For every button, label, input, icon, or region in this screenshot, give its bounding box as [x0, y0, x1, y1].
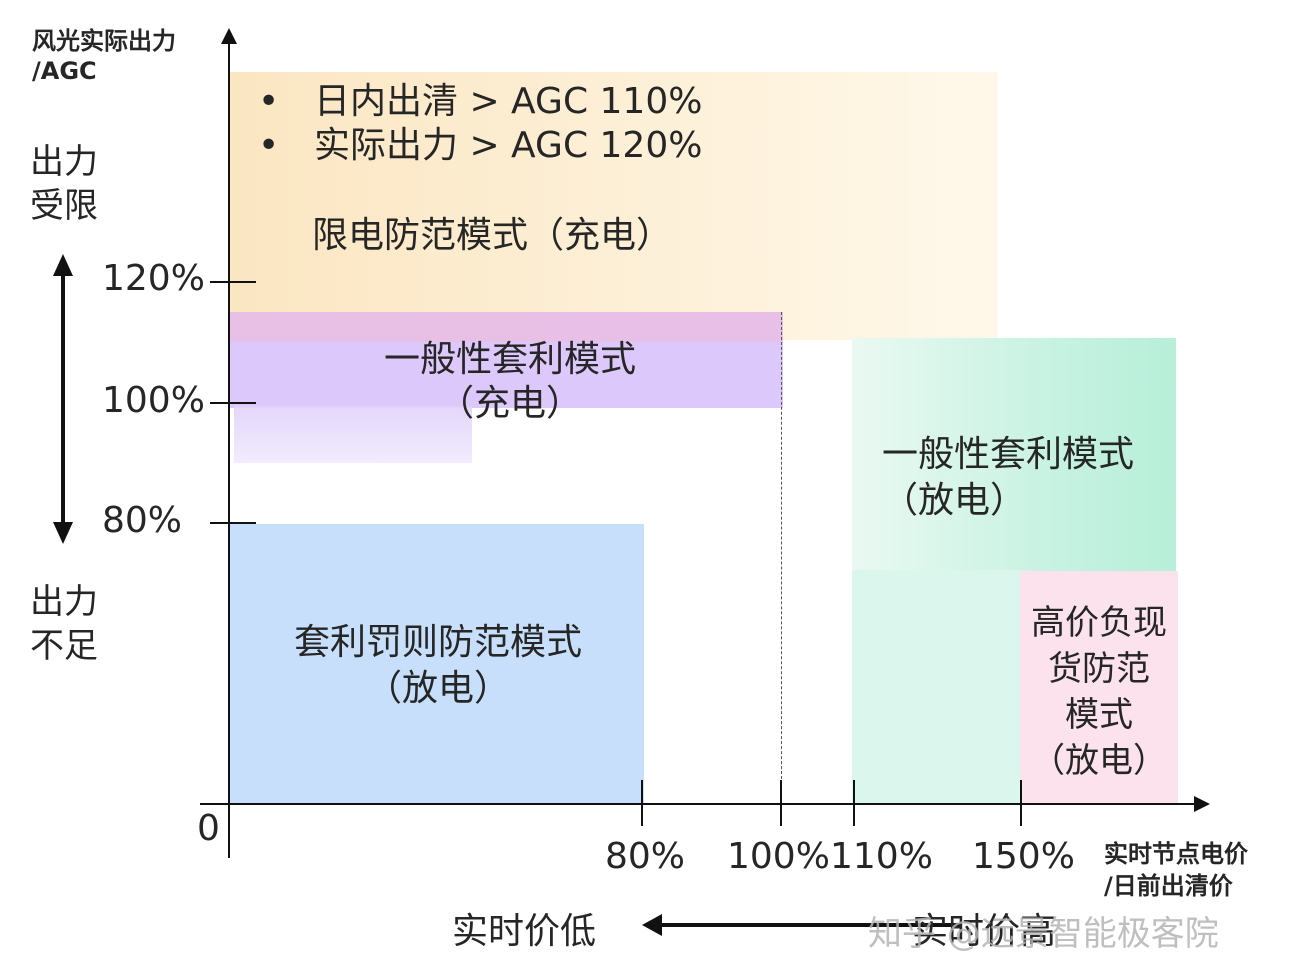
output-insufficient-line2: 不足 — [30, 626, 98, 666]
y-axis-title-line1: 风光实际出力 — [32, 27, 176, 55]
y-tick-label-80: 80% — [102, 500, 183, 541]
arrow-up-icon — [53, 254, 73, 276]
x-tick-110 — [853, 780, 855, 826]
origin-label: 0 — [197, 808, 220, 849]
limit-bullet-2: • 实际出力 > AGC 120% — [258, 125, 703, 166]
y-axis-line — [228, 40, 230, 858]
general-charge-fade — [234, 406, 472, 463]
limit-mode-name: 限电防范模式（充电） — [312, 215, 673, 256]
arbitrage-penalty-line1: 套利罚则防范模式 — [293, 622, 582, 663]
y-axis-title: 风光实际出力 /AGC — [32, 26, 176, 86]
x-tick-label-150: 150% — [972, 836, 1075, 877]
limit-prevention-region — [230, 72, 998, 340]
output-limited-line1: 出力 — [30, 142, 98, 182]
general-discharge-region — [852, 338, 1176, 571]
limit-bullets: • 日内出清 > AGC 110% • 实际出力 > AGC 120% — [258, 80, 702, 168]
double-arrow-shaft — [61, 270, 65, 528]
general-charge-overlap-band — [230, 312, 783, 342]
watermark: 知乎 @远景智能极客院 — [868, 914, 1219, 954]
output-limited-label: 出力 受限 — [30, 140, 98, 228]
limit-bullet-1-text: 日内出清 > AGC 110% — [314, 81, 703, 122]
high-price-line3: 模式 — [1065, 695, 1133, 735]
y-tick-label-100: 100% — [102, 380, 205, 421]
x-tick-label-110: 110% — [830, 836, 933, 877]
x-tick-150 — [1020, 780, 1022, 826]
output-insufficient-line1: 出力 — [30, 582, 98, 622]
general-discharge-lower-region — [852, 570, 1022, 804]
general-charge-line1: 一般性套利模式 — [383, 339, 636, 380]
y-tick-120 — [210, 281, 256, 283]
x-axis-title-line2: /日前出清价 — [1104, 872, 1233, 900]
arrow-down-icon — [53, 522, 73, 544]
general-charge-line2: （充电） — [437, 383, 582, 424]
general-discharge-label: 一般性套利模式 （放电） — [882, 432, 1134, 524]
y-axis-title-line2: /AGC — [32, 57, 97, 85]
limit-bullet-2-text: 实际出力 > AGC 120% — [314, 125, 703, 166]
high-price-region — [1020, 571, 1178, 804]
high-price-line1: 高价负现 — [1031, 603, 1167, 643]
x-tick-80 — [641, 780, 643, 826]
x-tick-100 — [780, 780, 782, 826]
y-tick-80 — [210, 522, 256, 524]
low-realtime-price-label: 实时价低 — [452, 911, 597, 952]
output-insufficient-label: 出力 不足 — [30, 580, 98, 668]
y-tick-100 — [210, 402, 256, 404]
general-discharge-line2: （放电） — [882, 480, 1027, 521]
x-tick-label-100: 100% — [727, 836, 830, 877]
high-realtime-price-label: 实时价高 — [912, 911, 1057, 952]
x-tick-label-80: 80% — [605, 836, 686, 877]
high-price-label: 高价负现 货防范 模式 （放电） — [1020, 600, 1178, 784]
arbitrage-penalty-line2: （放电） — [365, 668, 510, 709]
general-discharge-line1: 一般性套利模式 — [882, 434, 1135, 475]
price-100-dashed-line — [781, 312, 782, 804]
arbitrage-penalty-region — [230, 524, 644, 804]
x-axis-title-line1: 实时节点电价 — [1104, 840, 1248, 868]
y-tick-label-120: 120% — [102, 258, 205, 299]
x-axis-title: 实时节点电价 /日前出清价 — [1104, 838, 1248, 902]
x-axis-line — [200, 803, 1198, 805]
y-axis-arrow-icon — [221, 28, 237, 44]
arbitrage-penalty-label: 套利罚则防范模式 （放电） — [268, 620, 608, 712]
arrow-left-icon — [642, 914, 662, 936]
high-price-line4: （放电） — [1031, 741, 1167, 781]
high-price-line2: 货防范 — [1048, 649, 1150, 689]
general-charge-label: 一般性套利模式 （充电） — [360, 338, 660, 426]
bottom-arrow-shaft — [660, 923, 960, 927]
x-axis-arrow-icon — [1194, 796, 1210, 812]
limit-bullet-1: • 日内出清 > AGC 110% — [258, 81, 703, 122]
output-limited-line2: 受限 — [30, 186, 98, 226]
